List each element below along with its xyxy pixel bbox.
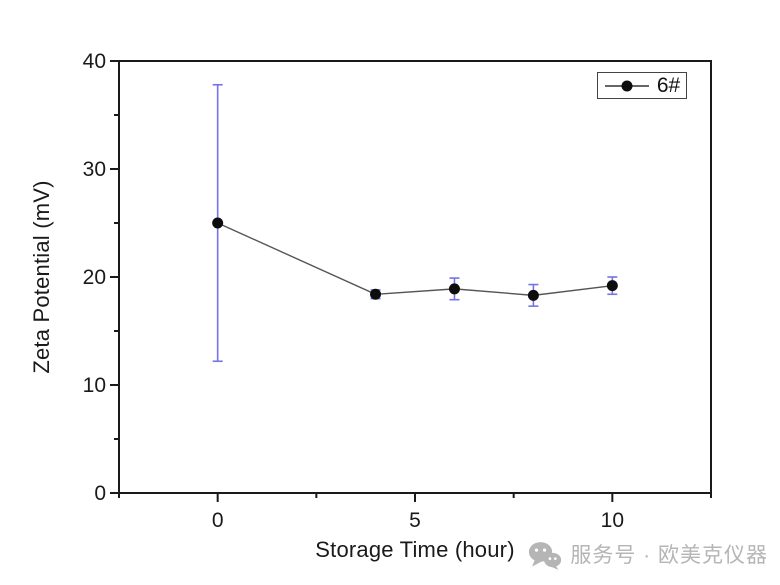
wechat-icon bbox=[529, 541, 562, 570]
svg-text:5: 5 bbox=[409, 509, 421, 532]
svg-text:0: 0 bbox=[94, 482, 106, 505]
legend-label: 6# bbox=[656, 74, 681, 97]
legend-marker-icon bbox=[604, 80, 649, 91]
watermark-text: 服务号 · 欧美克仪器 bbox=[570, 543, 768, 567]
svg-text:0: 0 bbox=[212, 509, 224, 532]
y-axis-title: Zeta Potential (mV) bbox=[29, 180, 54, 374]
legend: 6# bbox=[597, 72, 687, 99]
svg-text:10: 10 bbox=[83, 374, 106, 397]
x-axis-title: Storage Time (hour) bbox=[315, 537, 515, 562]
watermark: 服务号 · 欧美克仪器 bbox=[528, 539, 768, 571]
svg-text:30: 30 bbox=[83, 158, 106, 181]
svg-text:40: 40 bbox=[83, 50, 106, 73]
svg-text:10: 10 bbox=[601, 509, 624, 532]
svg-text:20: 20 bbox=[83, 266, 106, 289]
